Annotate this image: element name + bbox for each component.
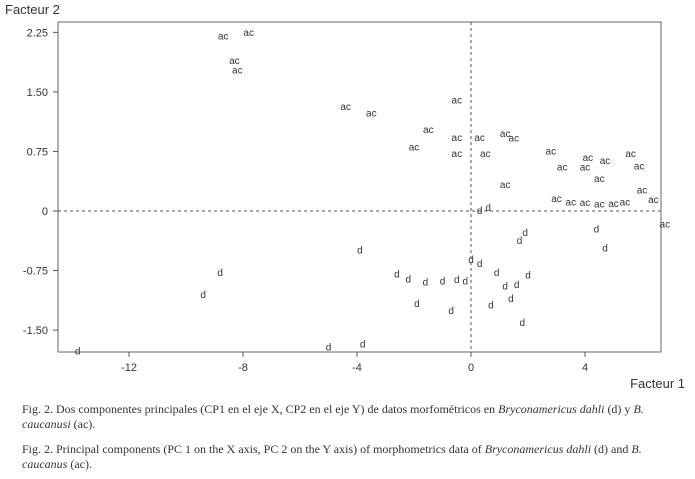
point-d: d xyxy=(494,268,500,279)
caption-spanish-species1: Bryconamericus dahli xyxy=(498,402,605,416)
y-tick-label: -1.50 xyxy=(23,325,48,337)
point-ac: ac xyxy=(500,180,511,191)
point-d: d xyxy=(502,281,508,292)
x-tick-label: -8 xyxy=(238,362,248,374)
point-ac: ac xyxy=(218,31,229,42)
scatter-chart: Facteur 2 Facteur 1 -12 -8 -4 0 4 2.25 1.50 0.7… xyxy=(5,2,685,391)
point-ac: ac xyxy=(594,174,605,185)
point-ac: ac xyxy=(509,134,520,145)
x-tick-label: 4 xyxy=(582,362,588,374)
point-ac: ac xyxy=(620,197,631,208)
point-d: d xyxy=(394,270,400,281)
point-ac: ac xyxy=(648,195,659,206)
axis-ticks: -12 -8 -4 0 4 2.25 1.50 0.75 0 -0.75 -1.50 xyxy=(23,27,588,374)
point-ac: ac xyxy=(551,194,562,205)
point-d: d xyxy=(514,280,520,291)
point-d: d xyxy=(454,275,460,286)
caption-spanish-mid: (d) y xyxy=(604,402,634,416)
point-d: d xyxy=(517,236,523,247)
caption-english-species1: Bryconamericus dahli xyxy=(484,442,592,456)
caption-english-mid: (d) and xyxy=(591,442,632,456)
point-ac: ac xyxy=(452,133,463,144)
point-d: d xyxy=(360,339,366,350)
caption-english-text: Fig. 2. Principal components (PC 1 on th… xyxy=(22,442,485,456)
caption-english-end: (ac). xyxy=(67,457,92,471)
caption-spanish: Fig. 2. Dos componentes principales (CP1… xyxy=(22,402,682,432)
caption-english: Fig. 2. Principal components (PC 1 on th… xyxy=(22,442,682,472)
point-ac: ac xyxy=(660,220,671,231)
plot-frame xyxy=(57,21,662,353)
point-d: d xyxy=(602,243,608,254)
point-ac: ac xyxy=(600,156,611,167)
x-tick-label: 0 xyxy=(468,362,474,374)
point-d: d xyxy=(217,268,223,279)
point-ac: ac xyxy=(634,162,645,173)
point-d: d xyxy=(468,255,474,266)
point-ac: ac xyxy=(474,133,485,144)
point-ac: ac xyxy=(566,197,577,208)
point-d: d xyxy=(594,224,600,235)
point-ac: ac xyxy=(500,129,511,140)
point-d: d xyxy=(326,343,332,354)
point-d: d xyxy=(200,290,206,301)
point-d: d xyxy=(485,203,491,214)
y-tick-label: 0 xyxy=(42,206,48,218)
caption-spanish-text: Fig. 2. Dos componentes principales (CP1… xyxy=(22,402,499,416)
point-ac: ac xyxy=(546,146,557,157)
point-d: d xyxy=(357,246,363,257)
caption-spanish-end: (ac). xyxy=(70,417,96,431)
point-d: d xyxy=(520,318,526,329)
point-ac: ac xyxy=(625,149,636,160)
point-ac: ac xyxy=(452,96,463,107)
point-ac: ac xyxy=(243,28,254,39)
point-ac: ac xyxy=(594,200,605,211)
point-ac: ac xyxy=(580,162,591,173)
point-ac: ac xyxy=(409,143,420,154)
y-tick-label: 2.25 xyxy=(27,27,48,39)
point-ac: ac xyxy=(557,162,568,173)
point-d: d xyxy=(508,294,514,305)
point-ac: ac xyxy=(229,56,240,67)
point-d: d xyxy=(406,274,412,285)
point-d: d xyxy=(522,228,528,239)
point-d: d xyxy=(423,278,429,289)
y-tick-label: 1.50 xyxy=(27,87,48,99)
caption-english-species2: B. caucanus xyxy=(22,442,642,471)
point-d: d xyxy=(463,277,469,288)
point-ac: ac xyxy=(580,198,591,209)
point-ac: ac xyxy=(583,153,594,164)
y-tick-label: -0.75 xyxy=(23,266,48,278)
point-ac: ac xyxy=(340,102,351,113)
x-axis-title: Facteur 1 xyxy=(630,376,685,391)
x-tick-label: -4 xyxy=(352,362,362,374)
point-ac: ac xyxy=(366,108,377,119)
point-ac: ac xyxy=(232,66,243,77)
point-d: d xyxy=(448,306,454,317)
point-d: d xyxy=(477,259,483,270)
point-d: d xyxy=(414,299,420,310)
point-d: d xyxy=(488,301,494,312)
data-points: ac acacacacacacacacacacacacacacacacacacac… xyxy=(75,28,670,357)
point-d: d xyxy=(75,347,81,358)
point-d: d xyxy=(525,270,531,281)
point-ac: ac xyxy=(480,149,491,160)
point-d: d xyxy=(440,277,446,288)
x-tick-label: -12 xyxy=(121,362,137,374)
y-tick-label: 0.75 xyxy=(27,146,48,158)
point-ac: ac xyxy=(608,199,619,210)
y-axis-title: Facteur 2 xyxy=(5,2,60,17)
caption-spanish-species2: B. caucanusi xyxy=(22,402,644,431)
point-d: d xyxy=(477,206,483,217)
point-ac: ac xyxy=(452,149,463,160)
point-ac: ac xyxy=(423,125,434,136)
point-ac: ac xyxy=(637,185,648,196)
